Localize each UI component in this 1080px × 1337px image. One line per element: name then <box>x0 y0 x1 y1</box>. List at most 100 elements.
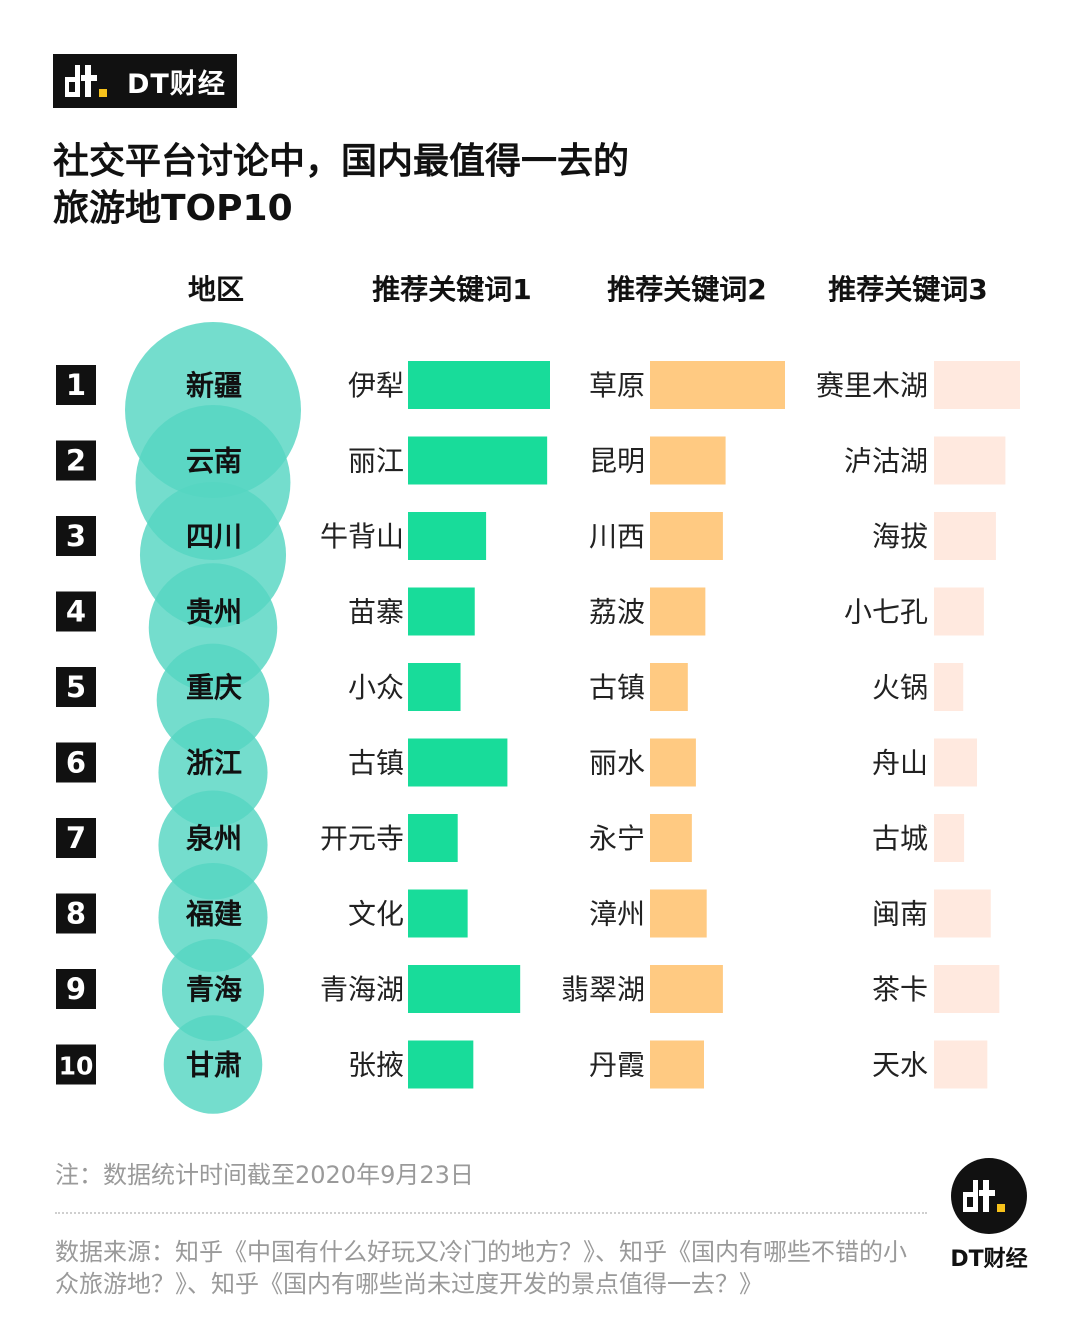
keyword-3-label: 古城 <box>872 822 928 855</box>
keyword-3-bar <box>934 436 1006 485</box>
keyword-1-label: 小众 <box>348 671 404 704</box>
keyword-1-label: 伊犁 <box>348 369 404 402</box>
region-label: 浙江 <box>186 747 242 780</box>
bubble-layer <box>125 322 301 1114</box>
keyword-1-label: 丽江 <box>348 445 404 478</box>
keyword-2-bar <box>650 738 696 787</box>
region-label: 甘肃 <box>186 1049 242 1082</box>
rank-number: 4 <box>66 595 86 629</box>
column-header-keyword-3: 推荐关键词3 <box>828 273 988 306</box>
data-source: 数据来源：知乎《中国有什么好玩又冷门的地方？》、知乎《国内有哪些不错的小众旅游地… <box>55 1238 907 1298</box>
keyword-2-label: 古镇 <box>589 671 645 704</box>
region-label: 福建 <box>185 898 242 931</box>
region-bubble <box>163 1015 263 1114</box>
dt-logo-icon <box>65 65 107 97</box>
keyword-3-bar <box>934 814 965 862</box>
column-header-region: 地区 <box>187 273 244 306</box>
keyword-2-bar <box>650 436 726 485</box>
keyword-1-bar <box>408 436 548 485</box>
keyword-1-bar <box>408 965 521 1013</box>
keyword-2-bar <box>650 1040 704 1089</box>
keyword-3-bar <box>934 587 984 636</box>
keyword-2-label: 丽水 <box>589 747 645 780</box>
rank-number: 7 <box>66 821 86 855</box>
brand-badge: DT财经 <box>53 54 237 108</box>
keyword-3-label: 赛里木湖 <box>816 369 928 402</box>
keyword-2-label: 永宁 <box>589 822 645 855</box>
rank-number: 8 <box>66 897 86 931</box>
region-label: 四川 <box>186 520 242 553</box>
keyword-3-label: 小七孔 <box>844 596 928 629</box>
keyword-2-bar <box>650 814 692 862</box>
rank-badge <box>56 742 96 783</box>
rank-badge <box>56 893 96 934</box>
keyword-1-label: 张掖 <box>348 1049 404 1082</box>
keyword-1-bar <box>408 587 475 636</box>
keyword-1-label: 青海湖 <box>320 973 404 1006</box>
keyword-3-label: 火锅 <box>872 671 928 704</box>
region-bubble <box>161 938 265 1042</box>
keyword-2-bar <box>650 663 688 711</box>
keyword-1-bar <box>408 814 458 862</box>
region-label: 泉州 <box>186 822 242 855</box>
dt-logo-icon <box>963 1180 1005 1212</box>
label-layer: 1 新疆 伊犁 草原 赛里木湖 2 云南 丽江 昆明 泸沽湖 3 四川 牛背山 川西 海拔 4 贵州 苗寨 荔波 小七… <box>56 361 1020 1089</box>
keyword-2-label: 昆明 <box>589 445 645 478</box>
divider <box>55 1212 927 1214</box>
footer-brand: DT财经 <box>950 1247 1028 1272</box>
rank-number: 9 <box>66 972 86 1006</box>
keyword-3-label: 海拔 <box>872 520 928 553</box>
page-title: 社交平台讨论中，国内最值得一去的 旅游地TOP10 <box>53 138 813 232</box>
keyword-1-label: 开元寺 <box>320 822 404 855</box>
keyword-1-label: 古镇 <box>348 747 404 780</box>
keyword-1-bar <box>408 361 550 409</box>
keyword-3-label: 泸沽湖 <box>844 445 928 478</box>
keyword-2-label: 草原 <box>589 369 645 402</box>
region-label: 新疆 <box>186 369 242 402</box>
title-line-1: 社交平台讨论中，国内最值得一去的 <box>53 141 630 182</box>
rank-number: 10 <box>59 1052 94 1081</box>
rank-badge <box>56 516 96 556</box>
keyword-1-label: 苗寨 <box>348 596 404 629</box>
keyword-3-bar <box>934 889 991 938</box>
rank-badge <box>56 667 96 707</box>
footer-logo <box>951 1158 1027 1234</box>
region-label: 云南 <box>186 445 242 478</box>
keyword-3-label: 茶卡 <box>872 973 928 1006</box>
column-header-keyword-2: 推荐关键词2 <box>607 273 767 306</box>
keyword-1-label: 文化 <box>348 898 404 931</box>
keyword-3-bar <box>934 965 1000 1013</box>
rank-badge <box>56 365 96 405</box>
title-line-2: 旅游地TOP10 <box>53 188 293 229</box>
keyword-2-bar <box>650 512 723 560</box>
rank-badge <box>56 818 96 858</box>
rank-badge <box>56 591 96 632</box>
keyword-2-bar <box>650 587 706 636</box>
keyword-2-label: 川西 <box>589 520 645 553</box>
region-label: 重庆 <box>186 671 242 704</box>
rank-number: 3 <box>66 519 86 553</box>
keyword-1-bar <box>408 738 508 787</box>
keyword-2-bar <box>650 889 707 938</box>
keyword-1-bar <box>408 512 487 560</box>
keyword-3-label: 舟山 <box>872 747 928 780</box>
keyword-2-label: 丹霞 <box>589 1049 645 1082</box>
footnote: 注：数据统计时间截至2020年9月23日 <box>55 1161 474 1189</box>
region-label: 青海 <box>186 973 242 1006</box>
rank-number: 2 <box>66 444 86 478</box>
keyword-2-label: 漳州 <box>589 898 645 931</box>
keyword-3-bar <box>934 1040 988 1089</box>
rank-badge <box>56 440 96 481</box>
keyword-1-bar <box>408 889 468 938</box>
keyword-1-label: 牛背山 <box>320 520 404 553</box>
keyword-1-bar <box>408 663 461 711</box>
keyword-2-label: 翡翠湖 <box>561 973 645 1006</box>
column-header-keyword-1: 推荐关键词1 <box>372 273 532 306</box>
rank-number: 5 <box>66 670 86 704</box>
rank-badge <box>56 1044 96 1085</box>
rank-badge <box>56 969 96 1009</box>
region-bubble <box>158 862 268 973</box>
rank-number: 1 <box>66 368 86 402</box>
keyword-3-bar <box>934 663 964 711</box>
